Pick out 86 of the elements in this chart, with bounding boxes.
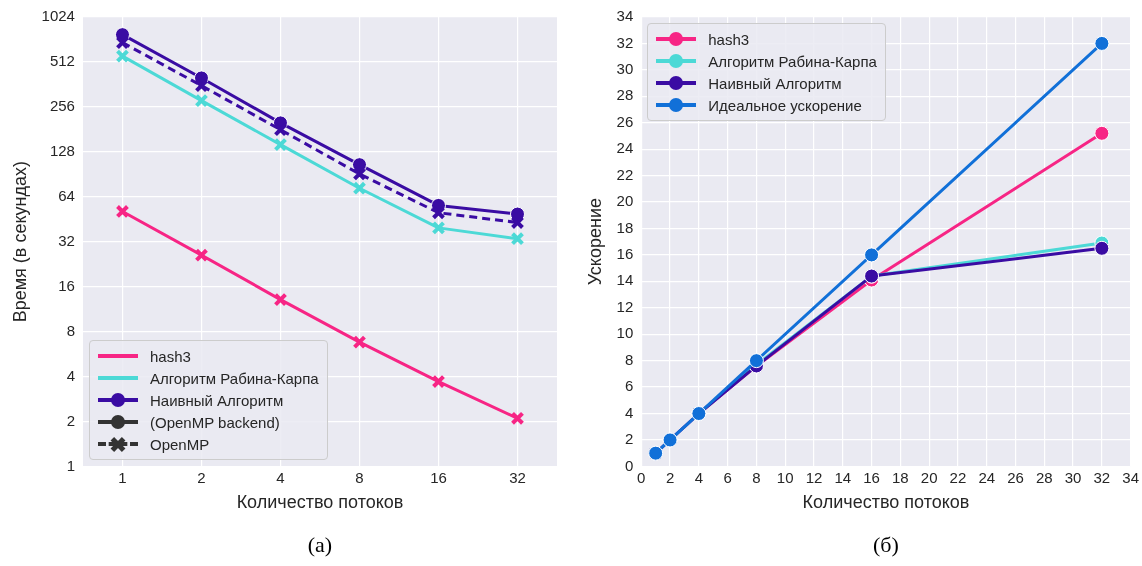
x-tick-label: 26 bbox=[1007, 468, 1024, 486]
y-tick-label: 26 bbox=[616, 112, 634, 130]
point bbox=[115, 49, 130, 64]
point bbox=[748, 353, 764, 369]
y-tick-label: 6 bbox=[624, 377, 634, 395]
y-tick-label: 4 bbox=[66, 366, 75, 384]
y-tick-label: 12 bbox=[616, 297, 634, 315]
y-tick-label: 32 bbox=[58, 231, 75, 249]
y-tick-label: 32 bbox=[616, 33, 634, 51]
x-tick-label: 30 bbox=[1064, 468, 1082, 486]
x-tick-label: 2 bbox=[197, 468, 206, 486]
y-tick-label: 1 bbox=[66, 456, 75, 474]
y-tick-label: 34 bbox=[616, 7, 634, 25]
x-tick-label: 4 bbox=[694, 468, 704, 486]
x-tick-label: 28 bbox=[1035, 468, 1053, 486]
point bbox=[194, 248, 209, 263]
y-tick-label: 8 bbox=[624, 350, 634, 368]
x-tick-label: 8 bbox=[752, 468, 761, 486]
legend-label: hash3 bbox=[149, 347, 191, 365]
y-tick-label: 256 bbox=[49, 97, 75, 115]
x-tick-label: 22 bbox=[949, 468, 967, 486]
y-tick-label: 16 bbox=[58, 276, 75, 294]
x-tick-label: 16 bbox=[863, 468, 880, 486]
x-tick-label: 32 bbox=[509, 468, 526, 486]
point bbox=[194, 93, 209, 108]
legend-label: Наивный Алгоритм bbox=[708, 74, 842, 92]
x-tick-label: 8 bbox=[355, 468, 364, 486]
point bbox=[352, 181, 367, 196]
legend-label: OpenMP bbox=[149, 435, 210, 453]
legend-label: hash3 bbox=[708, 30, 750, 48]
x-tick-label: 12 bbox=[805, 468, 823, 486]
y-tick-label: 10 bbox=[616, 324, 634, 342]
legend-label: Идеальное ускорение bbox=[708, 96, 862, 114]
text: (б) bbox=[872, 532, 900, 558]
point bbox=[1094, 240, 1110, 256]
text: (а) bbox=[306, 532, 334, 558]
point bbox=[115, 204, 130, 219]
x-axis-title: Количество потоков bbox=[236, 492, 404, 513]
y-axis-title: Ускорение bbox=[584, 198, 605, 286]
x-tick-label: 1 bbox=[118, 468, 127, 486]
x-tick-label: 10 bbox=[776, 468, 794, 486]
y-tick-label: 0 bbox=[624, 456, 634, 474]
x-tick-label: 20 bbox=[920, 468, 938, 486]
x-tick-label: 14 bbox=[834, 468, 852, 486]
y-tick-label: 30 bbox=[616, 60, 634, 78]
x-tick-label: 4 bbox=[276, 468, 285, 486]
y-tick-label: 1024 bbox=[41, 7, 75, 25]
legend-label: Алгоритм Рабина-Карпа bbox=[149, 369, 319, 387]
y-tick-label: 8 bbox=[66, 321, 75, 339]
y-tick-label: 4 bbox=[624, 403, 634, 421]
x-tick-label: 18 bbox=[892, 468, 909, 486]
x-tick-label: 24 bbox=[978, 468, 996, 486]
x-axis-title: Количество потоков bbox=[802, 492, 970, 513]
y-tick-label: 512 bbox=[49, 52, 75, 70]
y-tick-label: 2 bbox=[624, 430, 634, 448]
x-tick-label: 6 bbox=[723, 468, 732, 486]
legend-label: (OpenMP backend) bbox=[149, 413, 280, 431]
y-tick-label: 16 bbox=[616, 245, 634, 263]
y-tick-label: 24 bbox=[616, 139, 634, 157]
point bbox=[1094, 35, 1110, 51]
y-tick-label: 18 bbox=[616, 218, 634, 236]
y-tick-label: 14 bbox=[616, 271, 634, 289]
y-tick-label: 64 bbox=[58, 186, 75, 204]
x-tick-label: 34 bbox=[1122, 468, 1139, 486]
point bbox=[431, 374, 446, 389]
x-tick-label: 16 bbox=[430, 468, 447, 486]
point bbox=[431, 220, 446, 235]
point bbox=[352, 335, 367, 350]
point bbox=[1094, 125, 1110, 141]
x-tick-label: 32 bbox=[1093, 468, 1111, 486]
y-tick-label: 128 bbox=[49, 141, 75, 159]
x-tick-label: 2 bbox=[665, 468, 675, 486]
point bbox=[510, 231, 525, 246]
point bbox=[864, 247, 880, 263]
y-tick-label: 20 bbox=[616, 192, 634, 210]
point bbox=[273, 292, 288, 307]
y-tick-label: 28 bbox=[616, 86, 634, 104]
y-tick-label: 22 bbox=[616, 165, 634, 183]
point bbox=[273, 137, 288, 152]
point bbox=[352, 166, 367, 181]
x-tick-label: 0 bbox=[637, 468, 646, 486]
legend-label: Алгоритм Рабина-Карпа bbox=[708, 52, 877, 70]
point bbox=[510, 411, 525, 426]
y-axis-title: Время (в секундах) bbox=[9, 161, 30, 323]
legend-label: Наивный Алгоритм bbox=[149, 391, 284, 409]
y-tick-label: 2 bbox=[66, 411, 75, 429]
